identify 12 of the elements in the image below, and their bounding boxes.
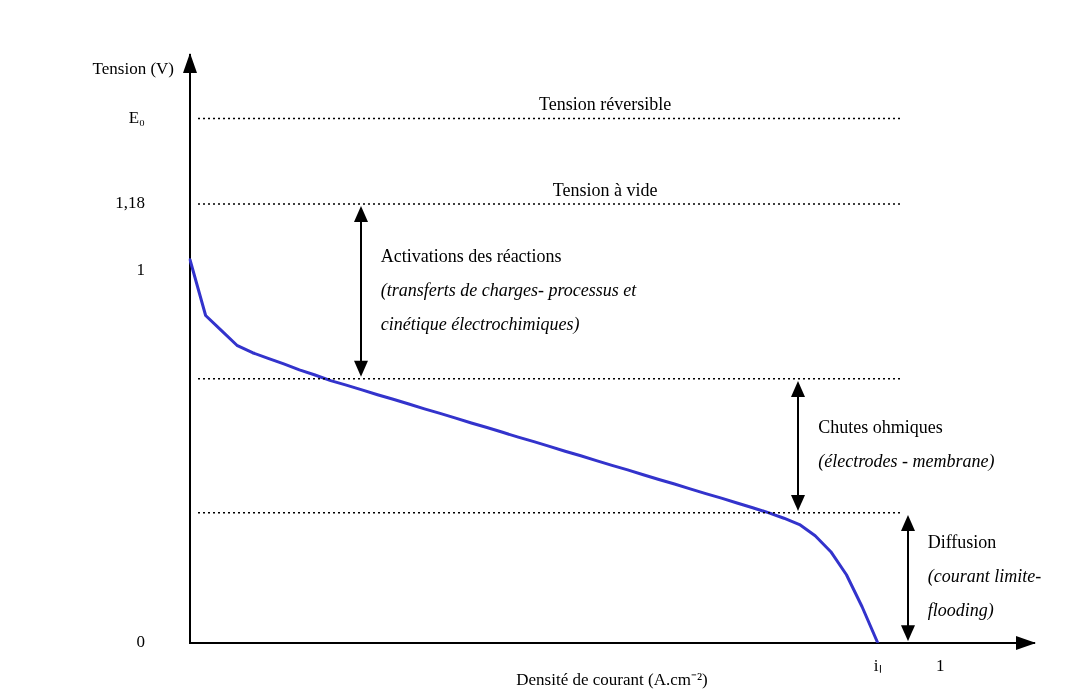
x-tick-label: iₗ (873, 656, 882, 676)
annotation: Diffusion (courant limite- flooding) (927, 532, 1042, 622)
y-tick-label: 1 (136, 260, 145, 280)
y-axis-title: Tension (V) (92, 58, 174, 78)
y-tick-label: 1,18 (115, 193, 145, 213)
x-axis-title: Densité de courant (A.cm⁻²) (516, 670, 708, 690)
y-tick-label: 0 (136, 632, 145, 652)
ref-line-label: Tension réversible (539, 94, 672, 115)
y-tick-label: E₀ (128, 107, 146, 127)
annotation: Activations des réactions (transferts de charges- processus et cinétique électrochimiques) (380, 246, 638, 336)
annotation: Chutes ohmiques (électrodes - membrane) (818, 417, 995, 473)
ref-line-label: Tension à vide (552, 179, 658, 200)
